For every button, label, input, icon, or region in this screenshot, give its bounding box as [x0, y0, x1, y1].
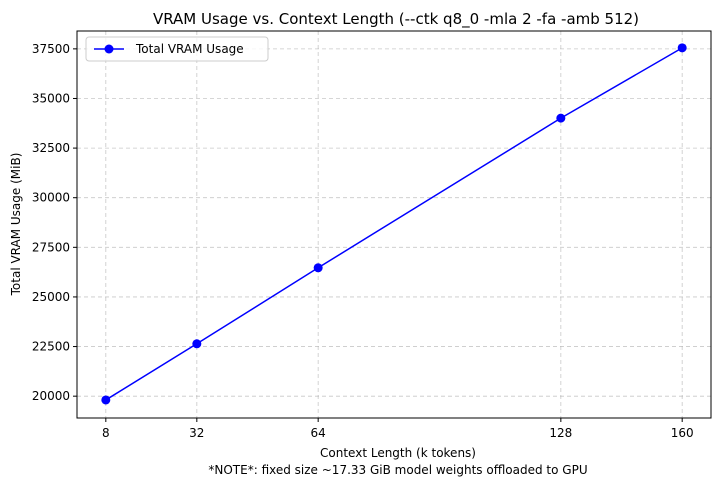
plot-area	[101, 43, 687, 405]
x-tick-label: 64	[311, 426, 326, 440]
y-tick-label: 37500	[32, 42, 70, 56]
chart-title: VRAM Usage vs. Context Length (--ctk q8_…	[153, 10, 639, 29]
x-tick-label: 128	[549, 426, 572, 440]
legend-box	[85, 36, 269, 62]
y-tick-label: 27500	[32, 240, 70, 254]
x-tick-label: 8	[102, 426, 110, 440]
y-tick-label: 25000	[32, 290, 70, 304]
y-tick-label: 32500	[32, 141, 70, 155]
y-axis: 20000 22500 25000 27500 30000 32500 35000 37500	[32, 42, 77, 403]
data-point	[556, 113, 566, 123]
y-tick-label: 30000	[32, 191, 70, 205]
y-tick-label: 20000	[32, 389, 70, 403]
data-point	[313, 263, 323, 273]
y-axis-label: Total VRAM Usage (MiB)	[9, 153, 23, 297]
legend-label: Total VRAM Usage	[135, 42, 244, 56]
data-point	[101, 395, 111, 405]
y-tick-label: 35000	[32, 91, 70, 105]
x-axis: 8 32 64 128 160	[102, 418, 694, 440]
x-tick-label: 160	[671, 426, 694, 440]
data-point	[677, 43, 687, 53]
legend-marker	[104, 44, 114, 54]
legend: Total VRAM Usage	[85, 36, 269, 62]
plot-frame	[76, 30, 712, 419]
chart-note: *NOTE*: fixed size ~17.33 GiB model weig…	[208, 463, 587, 477]
y-tick-label: 22500	[32, 340, 70, 354]
x-tick-label: 32	[189, 426, 204, 440]
grid	[77, 31, 711, 418]
x-axis-label: Context Length (k tokens)	[320, 446, 476, 460]
data-point	[192, 339, 202, 349]
series-line	[105, 47, 683, 401]
